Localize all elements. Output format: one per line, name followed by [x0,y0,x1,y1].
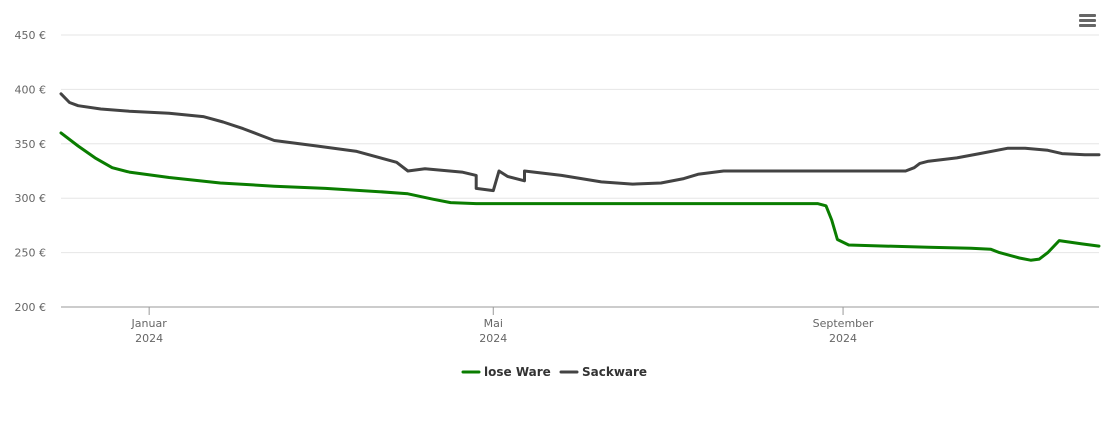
series-line [59,131,1101,262]
legend-label: Sackware [582,365,647,379]
hamburger-menu-icon [1079,14,1096,27]
series-line [59,92,1101,193]
x-tick-label-month: Januar [131,317,168,330]
legend-item[interactable]: Sackware [559,365,647,379]
x-tick-label-year: 2024 [479,332,507,345]
legend: lose Ware Sackware [461,365,647,379]
legend-label: lose Ware [484,365,551,379]
series-lines [59,92,1101,262]
x-tick-label-month: Mai [484,317,503,330]
y-tick-label: 300 € [15,192,47,205]
y-tick-label: 400 € [15,83,47,96]
y-tick-label: 250 € [15,247,47,260]
x-axis-ticks: Januar 2024 Mai 2024 September 2024 [131,307,874,345]
chart-menu-button[interactable] [1076,11,1100,31]
y-tick-label: 200 € [15,301,47,314]
y-tick-label: 350 € [15,138,47,151]
legend-item[interactable]: lose Ware [461,365,551,379]
grid-lines [61,34,1099,254]
x-tick-label-year: 2024 [829,332,857,345]
y-tick-label: 450 € [15,29,47,42]
y-axis-tick-labels: 450 € 400 € 350 € 300 € 250 € 200 € [15,29,47,314]
x-tick-label-month: September [813,317,874,330]
x-tick-label-year: 2024 [135,332,163,345]
